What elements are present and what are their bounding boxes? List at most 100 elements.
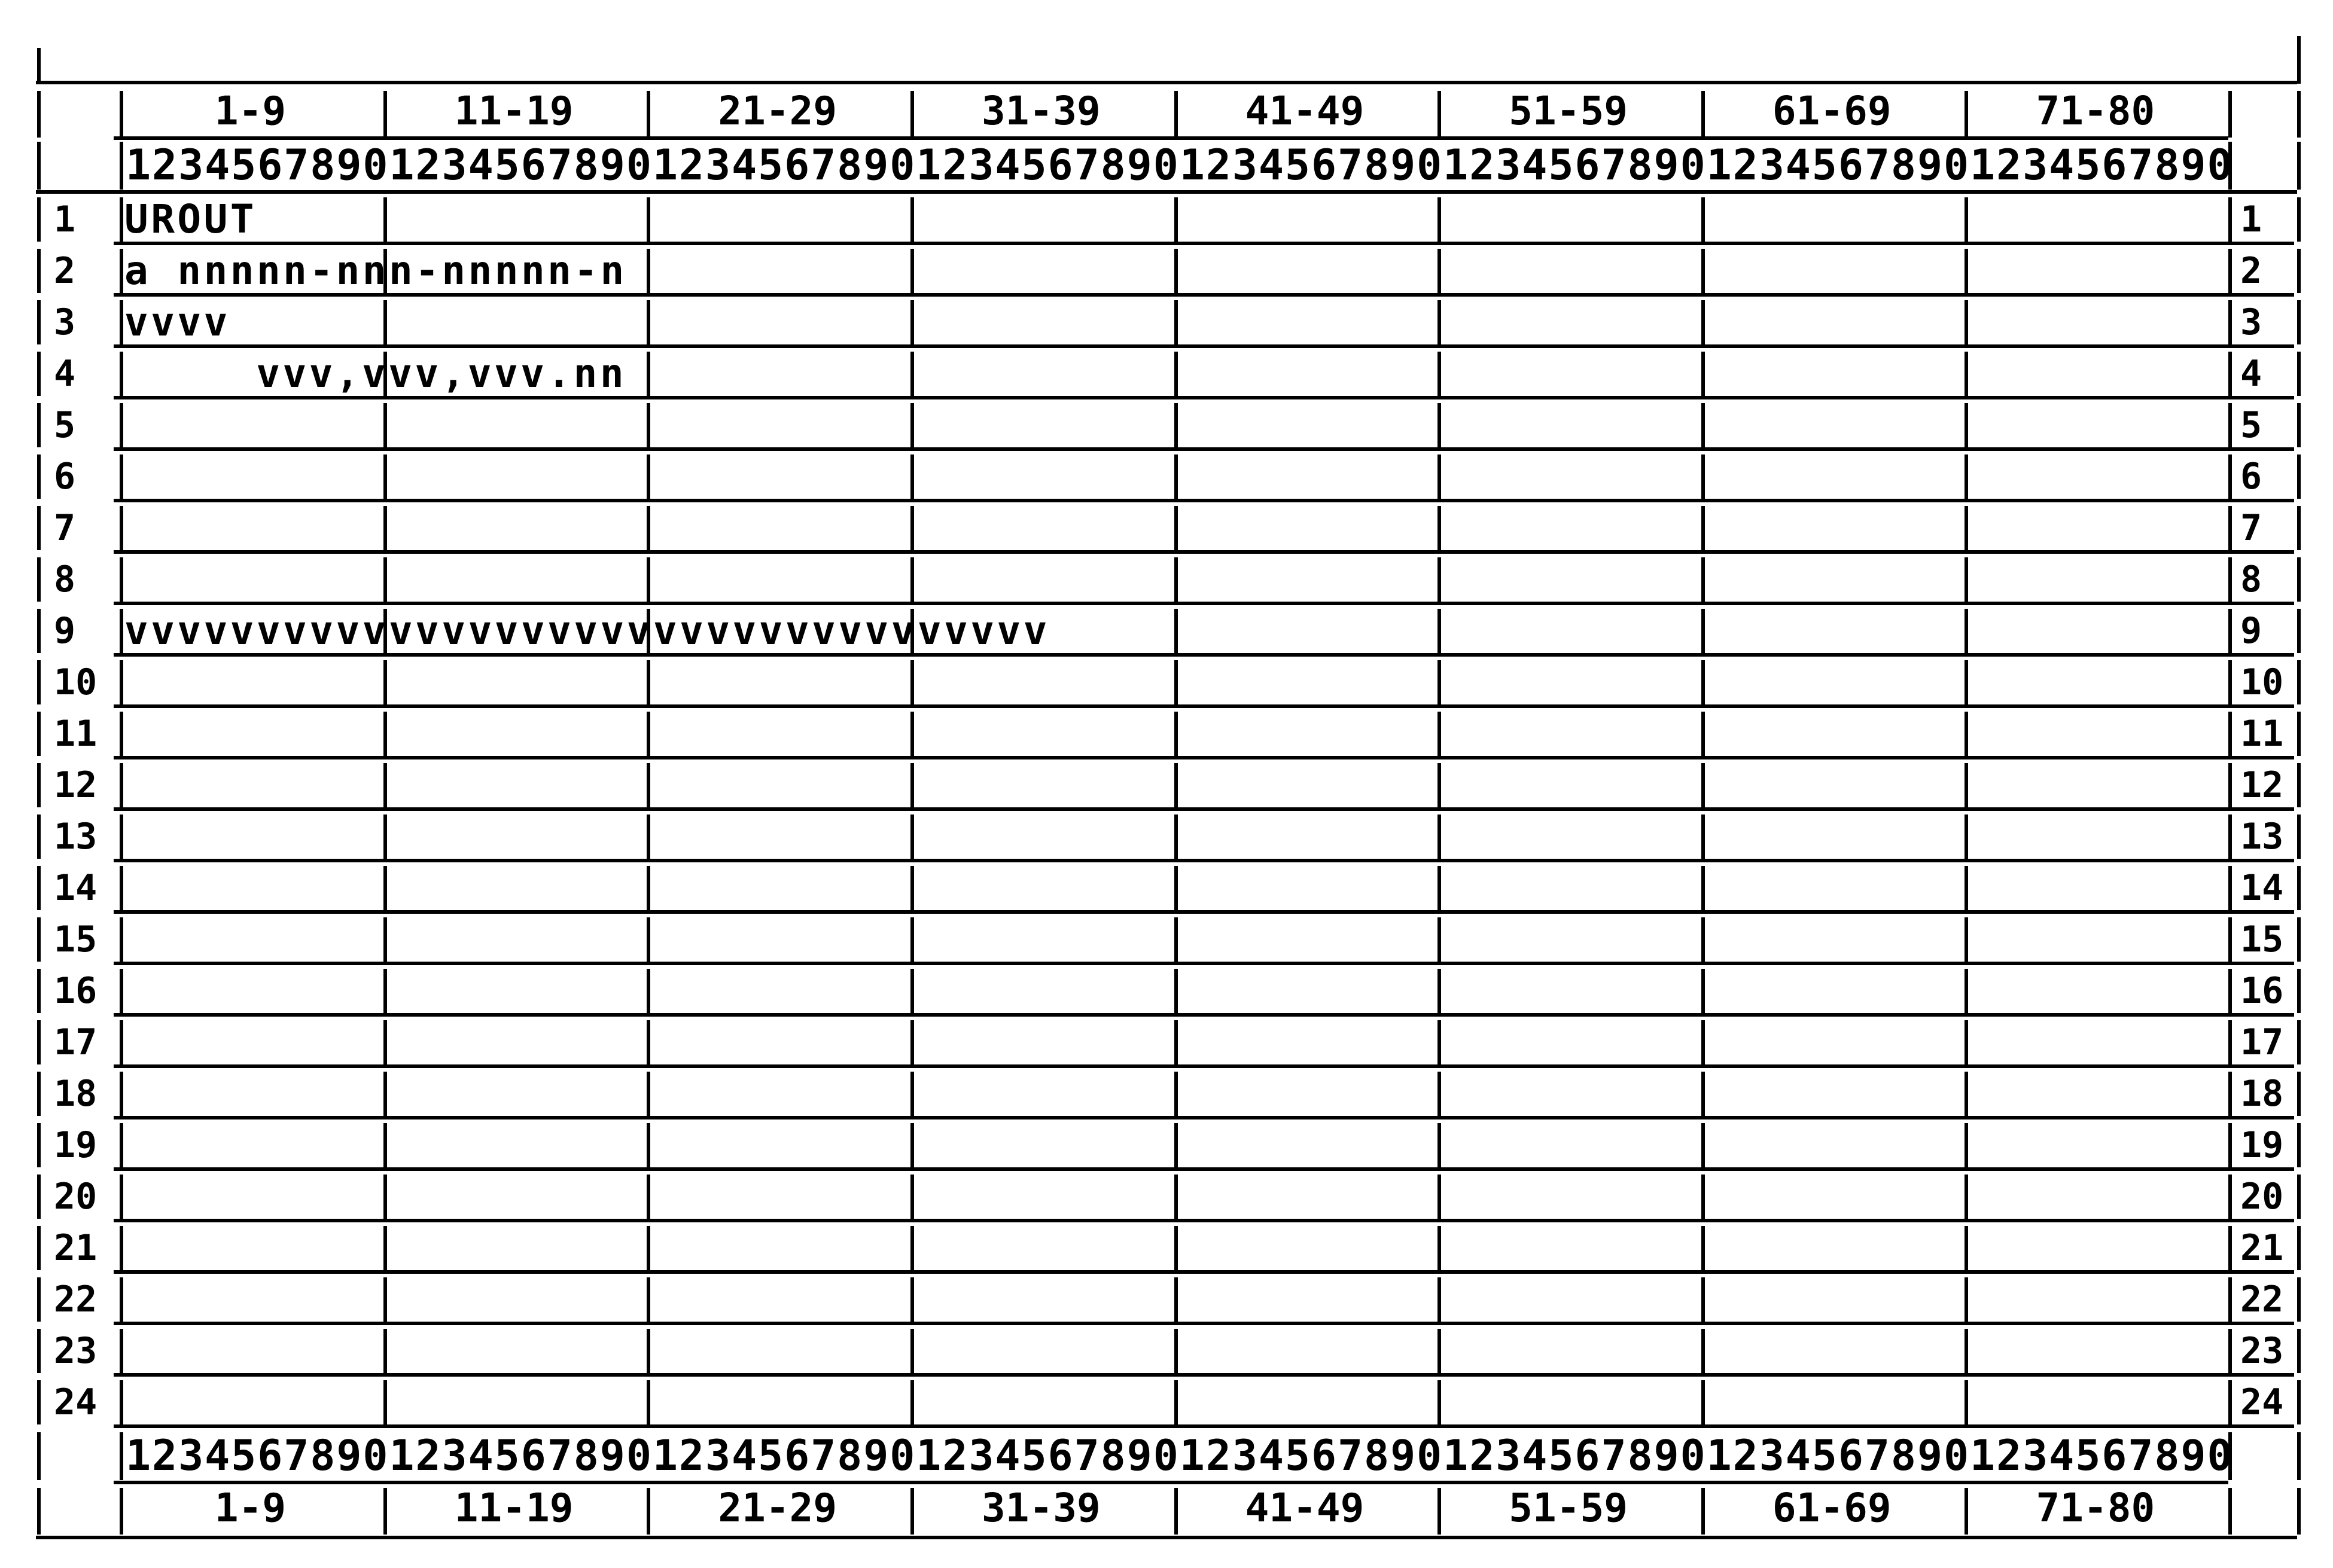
header-range-divider [1701,91,1705,138]
row-column-divider [1437,1380,1442,1428]
row-left-bar [37,814,41,859]
row-column-divider [910,249,914,297]
row-left-bar [37,454,41,499]
row-number-right: 3 [2240,301,2262,343]
row-column-divider [383,1277,387,1325]
row-column-divider [910,660,914,708]
row-column-divider [383,506,387,554]
row-underline [114,1167,2294,1171]
row-column-divider [383,609,387,657]
row-column-divider [1965,506,1969,554]
row-column-divider [647,403,651,451]
row-column-divider [120,1175,123,1222]
row-column-divider [1174,763,1178,811]
row-underline [114,1424,2294,1428]
row-column-divider [2228,249,2232,297]
row-column-divider [1174,1226,1178,1274]
header-right-tick [2297,91,2301,138]
row-column-divider [120,1226,123,1274]
row-column-divider [383,352,387,399]
row-column-divider [383,814,387,862]
header-range-divider [1174,91,1178,138]
row-column-divider [910,1020,914,1068]
footer-range-8: 71-80 [2036,1485,2155,1531]
footer-range-2: 11-19 [454,1485,574,1531]
row-column-divider [1701,609,1705,657]
row-field-text: vvvv [124,299,230,345]
row-column-divider [1965,609,1969,657]
header-range-2: 11-19 [454,88,574,134]
row-column-divider [1701,300,1705,348]
row-column-divider [1174,197,1178,245]
footer-range-divider [2228,1488,2232,1535]
row-right-bar [2297,1020,2301,1064]
row-column-divider [910,1072,914,1119]
row-left-bar [37,763,41,807]
row-column-divider [1437,969,1442,1017]
row-column-divider [1437,866,1442,914]
row-column-divider [2228,763,2232,811]
row-number-right: 19 [2240,1124,2284,1166]
row-number-left: 15 [54,919,98,960]
row-column-divider [1701,557,1705,605]
row-column-divider [383,1072,387,1119]
row-underline [114,447,2294,451]
row-column-divider [910,403,914,451]
header-range-4: 31-39 [982,88,1101,134]
row-underline [114,1116,2294,1119]
row-column-divider [2228,1329,2232,1377]
row-column-divider [1174,454,1178,502]
row-column-divider [1701,814,1705,862]
header-range-divider [910,91,914,138]
row-column-divider [1437,506,1442,554]
row-column-divider [120,197,123,245]
row-right-bar [2297,557,2301,602]
row-column-divider [1965,1020,1969,1068]
row-number-right: 14 [2240,867,2284,909]
row-number-left: 7 [54,507,76,549]
row-underline [114,859,2294,862]
row-right-bar [2297,1175,2301,1219]
row-column-divider [1437,352,1442,399]
footer-range-divider [120,1488,123,1535]
row-column-divider [1437,1226,1442,1274]
row-column-divider [2228,557,2232,605]
footer-range-4: 31-39 [982,1485,1101,1531]
footer-range-divider [910,1488,914,1535]
row-column-divider [1701,866,1705,914]
row-column-divider [2228,352,2232,399]
row-column-divider [120,352,123,399]
row-column-divider [1965,557,1969,605]
footer-range-divider [1965,1488,1969,1535]
row-column-divider [1437,1020,1442,1068]
row-column-divider [1701,1226,1705,1274]
row-column-divider [120,712,123,759]
row-right-bar [2297,403,2301,447]
row-left-bar [37,866,41,910]
row-left-bar [37,660,41,704]
row-number-right: 8 [2240,559,2262,600]
row-right-bar [2297,763,2301,807]
row-column-divider [2228,300,2232,348]
row-column-divider [1701,1329,1705,1377]
row-column-divider [1965,660,1969,708]
row-column-divider [1174,609,1178,657]
row-column-divider [647,712,651,759]
row-column-divider [647,506,651,554]
header-right-tick [2297,142,2301,190]
row-left-bar [37,352,41,396]
row-column-divider [910,917,914,965]
row-number-right: 12 [2240,764,2284,806]
top-left-tick [37,48,41,84]
row-column-divider [647,969,651,1017]
row-number-right: 9 [2240,610,2262,652]
row-column-divider [647,300,651,348]
header-range-1: 1-9 [214,88,287,134]
row-column-divider [2228,969,2232,1017]
row-column-divider [1174,1175,1178,1222]
row-column-divider [1437,1123,1442,1171]
row-column-divider [1701,660,1705,708]
row-number-left: 13 [54,816,98,858]
row-column-divider [1965,917,1969,965]
row-column-divider [1701,249,1705,297]
